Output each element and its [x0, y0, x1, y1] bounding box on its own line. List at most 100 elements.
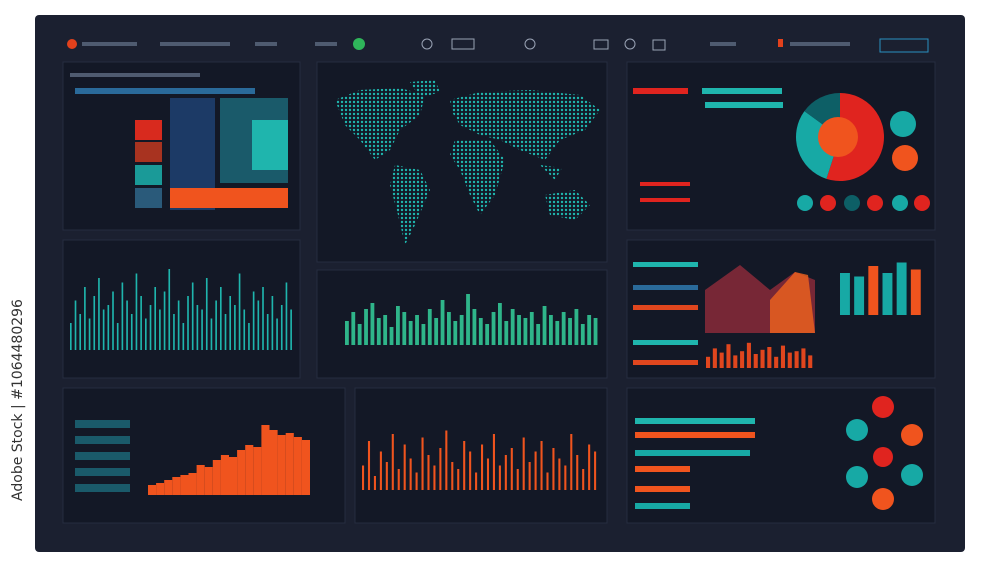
bar [712, 348, 717, 368]
bar [135, 273, 138, 350]
bar [580, 324, 585, 345]
bar [229, 457, 238, 495]
button[interactable] [879, 38, 929, 53]
bar [516, 469, 519, 490]
bar [269, 430, 278, 495]
bar [245, 445, 254, 495]
header-bar [75, 88, 255, 94]
bar [463, 441, 466, 490]
bar [706, 356, 711, 368]
continent [540, 165, 562, 180]
nav-text [790, 42, 850, 46]
progress [635, 503, 690, 509]
cell [135, 120, 162, 140]
menu-item[interactable] [75, 468, 130, 476]
table-panel [70, 73, 288, 210]
bar [351, 312, 356, 345]
bar [594, 451, 597, 490]
continent [545, 190, 590, 220]
status-icon[interactable] [353, 38, 365, 50]
bar [271, 296, 274, 350]
icon[interactable] [624, 38, 636, 50]
bar [485, 324, 490, 345]
continent [410, 80, 440, 98]
bar [570, 434, 573, 490]
icon[interactable] [652, 39, 666, 51]
bar [164, 480, 173, 495]
bar [774, 356, 779, 368]
bar [301, 440, 310, 495]
bar [163, 291, 166, 350]
bar [362, 465, 365, 490]
bar [402, 312, 407, 345]
bubble [846, 419, 868, 441]
list-panel [633, 88, 783, 202]
bar [280, 305, 283, 350]
row [640, 182, 690, 186]
watermark: Adobe Stock | #1064480296 [10, 299, 26, 501]
menu-item[interactable] [75, 420, 130, 428]
icon[interactable] [593, 39, 609, 50]
bar [172, 477, 181, 495]
progress [635, 486, 690, 492]
panel [62, 239, 301, 379]
bar [285, 433, 294, 495]
bubble [873, 447, 893, 467]
pie-center [818, 117, 858, 157]
bar [379, 451, 382, 490]
menu-item[interactable] [75, 484, 130, 492]
bar [220, 287, 222, 350]
bar [415, 315, 419, 345]
bar [457, 469, 460, 490]
bar [498, 465, 501, 490]
bar [433, 465, 436, 490]
bar [403, 444, 406, 490]
bar [276, 318, 278, 350]
icon[interactable] [524, 38, 536, 50]
bar [528, 462, 531, 490]
bar [204, 467, 213, 495]
bar [88, 318, 91, 350]
bar [854, 276, 865, 315]
bar [196, 305, 199, 350]
bubble [820, 195, 836, 211]
bar [536, 324, 541, 345]
bar [427, 455, 430, 490]
bar [112, 291, 114, 350]
progress [635, 418, 755, 424]
bubble [846, 466, 868, 488]
icon[interactable] [451, 38, 475, 50]
bar [753, 354, 758, 368]
icon[interactable] [421, 38, 433, 50]
bar [154, 287, 157, 350]
bar [472, 309, 477, 345]
bar [522, 437, 525, 490]
bar [534, 451, 537, 490]
bar [719, 352, 724, 368]
bar [486, 458, 490, 490]
bubble [867, 195, 883, 211]
menu-item[interactable] [75, 452, 130, 460]
bar [229, 296, 232, 350]
bar [576, 455, 579, 490]
bar [439, 448, 442, 490]
bar [130, 314, 133, 350]
cell [135, 165, 162, 185]
bar [357, 324, 362, 345]
progress [633, 340, 698, 345]
pie-slice [796, 111, 840, 179]
panel-title [70, 73, 200, 77]
progress [633, 285, 698, 290]
header-bar [702, 88, 782, 94]
bar [587, 315, 592, 345]
bar [568, 318, 572, 345]
bar [421, 324, 426, 345]
menu-item[interactable] [75, 436, 130, 444]
bubble [892, 145, 918, 171]
bar [98, 278, 100, 350]
bar [391, 434, 394, 490]
bar [93, 296, 96, 350]
bar [726, 344, 731, 368]
bar [373, 476, 376, 490]
